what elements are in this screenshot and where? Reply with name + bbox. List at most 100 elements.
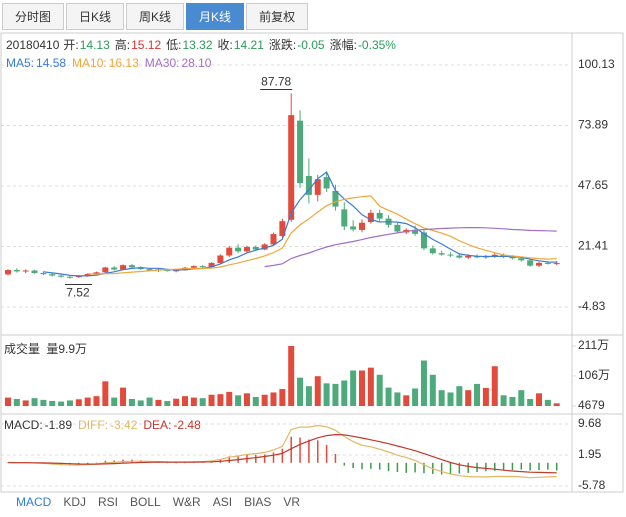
candle-body bbox=[350, 226, 357, 230]
legend-value: 16.13 bbox=[108, 56, 139, 70]
ma-legend: MA5: 14.58 MA10: 16.13 MA30: 28.10 bbox=[6, 56, 217, 70]
candle-body bbox=[208, 262, 215, 268]
volume-bar bbox=[190, 397, 197, 406]
macd-bar bbox=[317, 440, 319, 463]
legend-name: DEA: bbox=[143, 418, 172, 432]
candle-body bbox=[518, 258, 525, 261]
macd-bar bbox=[104, 460, 107, 463]
volume-bar bbox=[314, 376, 321, 406]
y-tick-label: 21.41 bbox=[578, 239, 608, 253]
field-value: 14.21 bbox=[233, 38, 264, 52]
macd-bar bbox=[467, 462, 469, 473]
macd-legend: MACD: -1.89 DIFF: -3.42 DEA: -2.48 bbox=[4, 418, 207, 432]
volume-bar bbox=[261, 394, 268, 406]
period-tabs: 分时图 日K线 周K线 月K线 前复权 bbox=[2, 3, 310, 30]
volume-bar bbox=[332, 383, 339, 406]
volume-bar bbox=[146, 397, 153, 406]
macd-bar bbox=[184, 462, 186, 464]
volume-bar bbox=[305, 386, 312, 406]
volume-bar bbox=[438, 390, 445, 406]
macd-bar bbox=[272, 452, 275, 463]
macd-bar bbox=[334, 453, 337, 463]
candle-body bbox=[190, 266, 197, 268]
indicator-tabs: MACD KDJ RSI BOLL W&R ASI BIAS VR bbox=[16, 495, 312, 509]
candle-body bbox=[536, 262, 542, 266]
indicator-tab[interactable]: MACD bbox=[16, 495, 52, 509]
volume-bar bbox=[93, 396, 100, 406]
macd-bar bbox=[547, 462, 549, 470]
candle-body bbox=[31, 270, 38, 274]
candle-body bbox=[527, 260, 534, 266]
volume-bar bbox=[518, 390, 525, 406]
macd-bar bbox=[555, 462, 558, 471]
period-tab[interactable]: 前复权 bbox=[246, 3, 309, 30]
indicator-tab[interactable]: RSI bbox=[98, 495, 119, 509]
macd-bar bbox=[86, 462, 89, 464]
candle-body bbox=[5, 270, 11, 275]
field-value: -0.05 bbox=[297, 38, 325, 52]
candle-body bbox=[314, 179, 321, 195]
candle-body bbox=[553, 263, 560, 265]
y-tick-label: 73.89 bbox=[578, 118, 608, 132]
candle-body bbox=[509, 256, 516, 259]
legend-name: MACD: bbox=[4, 418, 43, 432]
ma-line bbox=[87, 195, 557, 275]
candle-body bbox=[447, 254, 454, 256]
macd-bar bbox=[458, 462, 461, 474]
volume-title: 成交量 bbox=[4, 342, 41, 356]
volume-bar bbox=[456, 386, 463, 406]
candle-body bbox=[243, 246, 250, 252]
indicator-tab[interactable]: W&R bbox=[172, 495, 201, 509]
indicator-tab[interactable]: KDJ bbox=[63, 495, 87, 509]
volume-bar bbox=[199, 398, 206, 406]
candle-body bbox=[341, 209, 348, 227]
volume-bar bbox=[279, 389, 286, 406]
macd-bar bbox=[175, 462, 177, 464]
legend-name: MA5: bbox=[6, 56, 35, 70]
candle-body bbox=[217, 255, 224, 263]
volume-bar bbox=[403, 395, 410, 406]
volume-bar bbox=[75, 399, 82, 406]
volume-bar bbox=[359, 370, 365, 406]
macd-bar bbox=[290, 436, 292, 463]
volume-bar bbox=[376, 374, 383, 406]
indicator-tab[interactable]: BIAS bbox=[244, 495, 272, 509]
date: 20180410 bbox=[6, 38, 60, 52]
macd-bar bbox=[485, 462, 487, 472]
volume-bar bbox=[491, 366, 498, 406]
candle-body bbox=[491, 254, 498, 257]
candle-body bbox=[465, 255, 472, 258]
macd-bar bbox=[387, 462, 390, 472]
volume-bar bbox=[553, 403, 560, 406]
candle-body bbox=[376, 212, 383, 219]
candle-body bbox=[102, 267, 109, 273]
volume-bar bbox=[40, 399, 47, 406]
legend-value: 28.10 bbox=[181, 56, 212, 70]
period-tab[interactable]: 分时图 bbox=[2, 3, 65, 30]
macd-bar bbox=[352, 462, 354, 469]
field-label: 开: bbox=[63, 38, 79, 52]
indicator-tab[interactable]: BOLL bbox=[130, 495, 161, 509]
indicator-tab[interactable]: ASI bbox=[212, 495, 233, 509]
volume-bar bbox=[173, 398, 180, 406]
period-tab[interactable]: 月K线 bbox=[186, 3, 245, 30]
macd-bar bbox=[502, 462, 505, 471]
indicator-tab[interactable]: VR bbox=[283, 495, 301, 509]
macd-bar bbox=[308, 439, 310, 463]
field-label: 低: bbox=[166, 38, 182, 52]
macd-bar bbox=[440, 462, 443, 475]
macd-bar bbox=[370, 462, 372, 469]
macd-bar bbox=[228, 456, 230, 463]
candle-body bbox=[279, 221, 286, 236]
volume-bar bbox=[527, 399, 534, 406]
volume-bar bbox=[367, 367, 374, 406]
legend-name: MA30: bbox=[144, 56, 180, 70]
candle-body bbox=[456, 255, 463, 258]
candle-body bbox=[270, 234, 277, 245]
period-tab[interactable]: 日K线 bbox=[66, 3, 125, 30]
candle-body bbox=[261, 244, 268, 250]
period-tab[interactable]: 周K线 bbox=[126, 3, 185, 30]
macd-bar bbox=[396, 462, 399, 473]
macd-bar bbox=[414, 462, 416, 473]
y-tick-label: 4679 bbox=[578, 398, 605, 412]
